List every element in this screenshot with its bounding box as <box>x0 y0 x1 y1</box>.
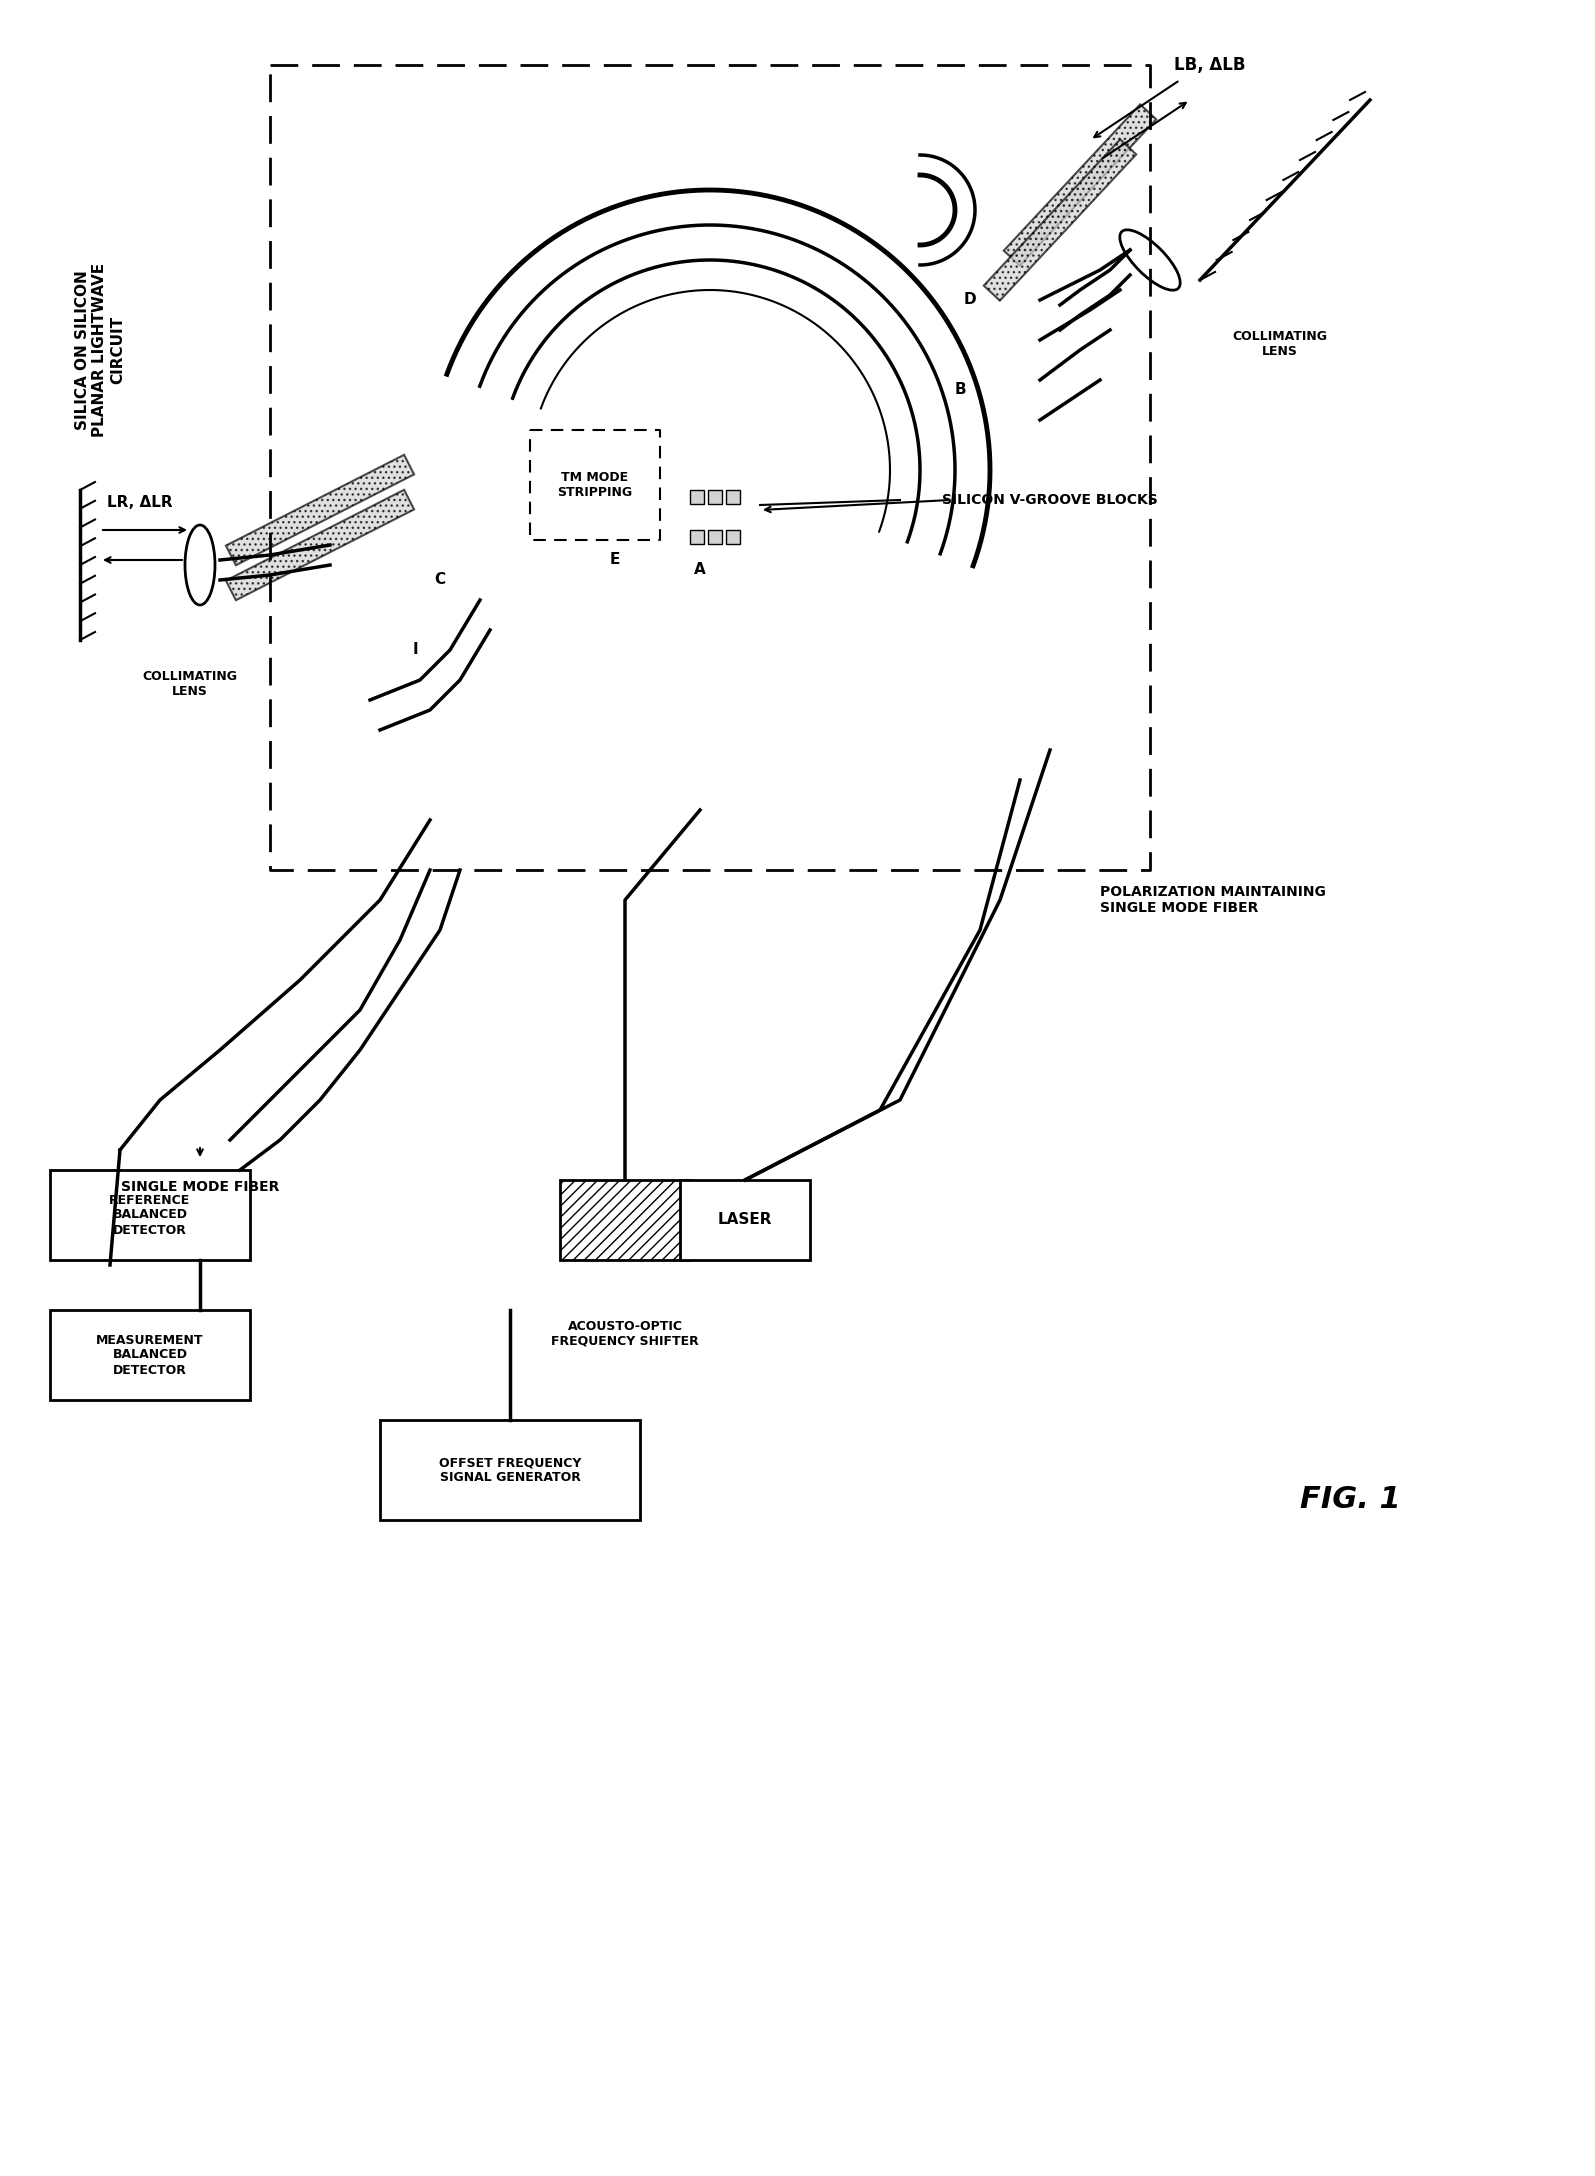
Text: B: B <box>954 383 967 398</box>
Text: LASER: LASER <box>718 1212 772 1227</box>
Text: COLLIMATING
LENS: COLLIMATING LENS <box>1233 331 1327 359</box>
Text: MEASUREMENT
BALANCED
DETECTOR: MEASUREMENT BALANCED DETECTOR <box>96 1334 204 1377</box>
Bar <box>708 490 723 505</box>
Bar <box>679 1179 810 1260</box>
Bar <box>708 531 723 544</box>
Text: COLLIMATING
LENS: COLLIMATING LENS <box>142 670 238 698</box>
Text: SILICON V-GROOVE BLOCKS: SILICON V-GROOVE BLOCKS <box>943 494 1158 507</box>
Bar <box>726 531 740 544</box>
Text: FIG. 1: FIG. 1 <box>1300 1486 1400 1514</box>
Bar <box>49 1171 250 1260</box>
Bar <box>691 490 703 505</box>
Bar <box>726 490 740 505</box>
Ellipse shape <box>185 524 215 605</box>
Polygon shape <box>226 490 415 601</box>
Text: C: C <box>434 572 445 588</box>
Polygon shape <box>984 139 1136 300</box>
Text: I: I <box>412 642 418 657</box>
Text: LB, ΔLB: LB, ΔLB <box>1174 57 1246 74</box>
Text: D: D <box>963 292 976 307</box>
Bar <box>49 1310 250 1399</box>
Text: LR, ΔLR: LR, ΔLR <box>107 494 172 509</box>
Text: SINGLE MODE FIBER: SINGLE MODE FIBER <box>121 1179 279 1195</box>
Ellipse shape <box>1120 231 1180 289</box>
Text: A: A <box>694 564 707 577</box>
Text: POLARIZATION MAINTAINING
SINGLE MODE FIBER: POLARIZATION MAINTAINING SINGLE MODE FIB… <box>1101 886 1325 916</box>
Bar <box>691 531 703 544</box>
Polygon shape <box>226 455 415 566</box>
Text: REFERENCE
BALANCED
DETECTOR: REFERENCE BALANCED DETECTOR <box>110 1192 191 1236</box>
Text: SILICA ON SILICON
PLANAR LIGHTWAVE
CIRCUIT: SILICA ON SILICON PLANAR LIGHTWAVE CIRCU… <box>75 263 124 437</box>
Text: ACOUSTO-OPTIC
FREQUENCY SHIFTER: ACOUSTO-OPTIC FREQUENCY SHIFTER <box>552 1321 699 1347</box>
Bar <box>380 1421 640 1521</box>
Text: E: E <box>609 553 620 568</box>
Text: TM MODE
STRIPPING: TM MODE STRIPPING <box>557 470 633 498</box>
Text: OFFSET FREQUENCY
SIGNAL GENERATOR: OFFSET FREQUENCY SIGNAL GENERATOR <box>439 1456 581 1484</box>
Polygon shape <box>1003 104 1156 265</box>
Bar <box>560 1179 691 1260</box>
